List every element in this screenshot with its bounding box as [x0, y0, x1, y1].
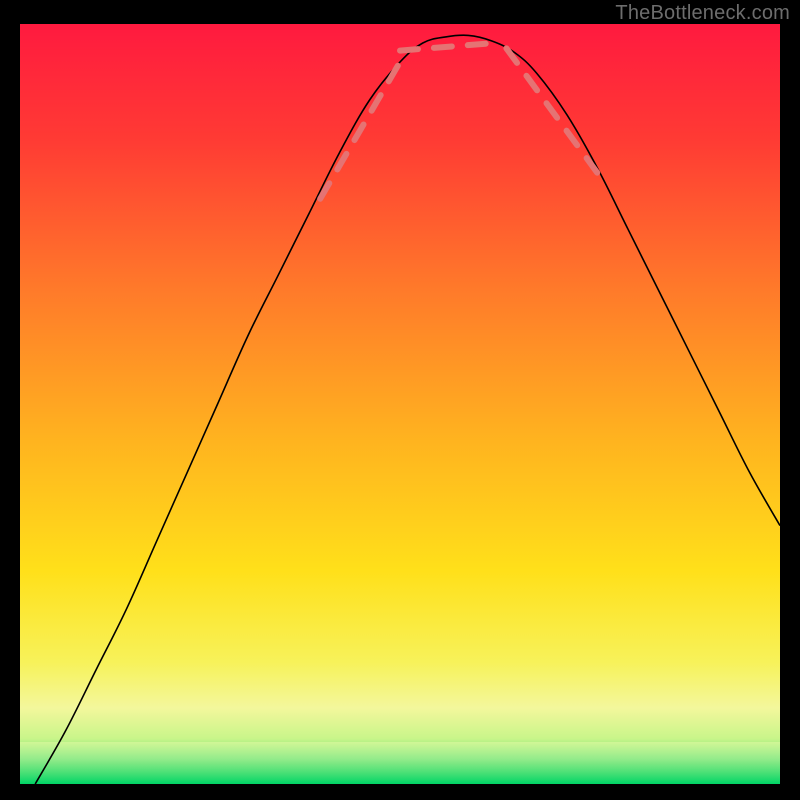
plot-area — [20, 24, 780, 784]
overlay-dash-segment-2 — [506, 48, 605, 183]
overlay-dash-segment-1 — [400, 43, 495, 51]
bottleneck-curve-chart — [20, 24, 780, 784]
overlay-dash-segment-0 — [320, 62, 400, 199]
watermark-text: TheBottleneck.com — [615, 2, 790, 25]
curve-line — [35, 35, 780, 784]
